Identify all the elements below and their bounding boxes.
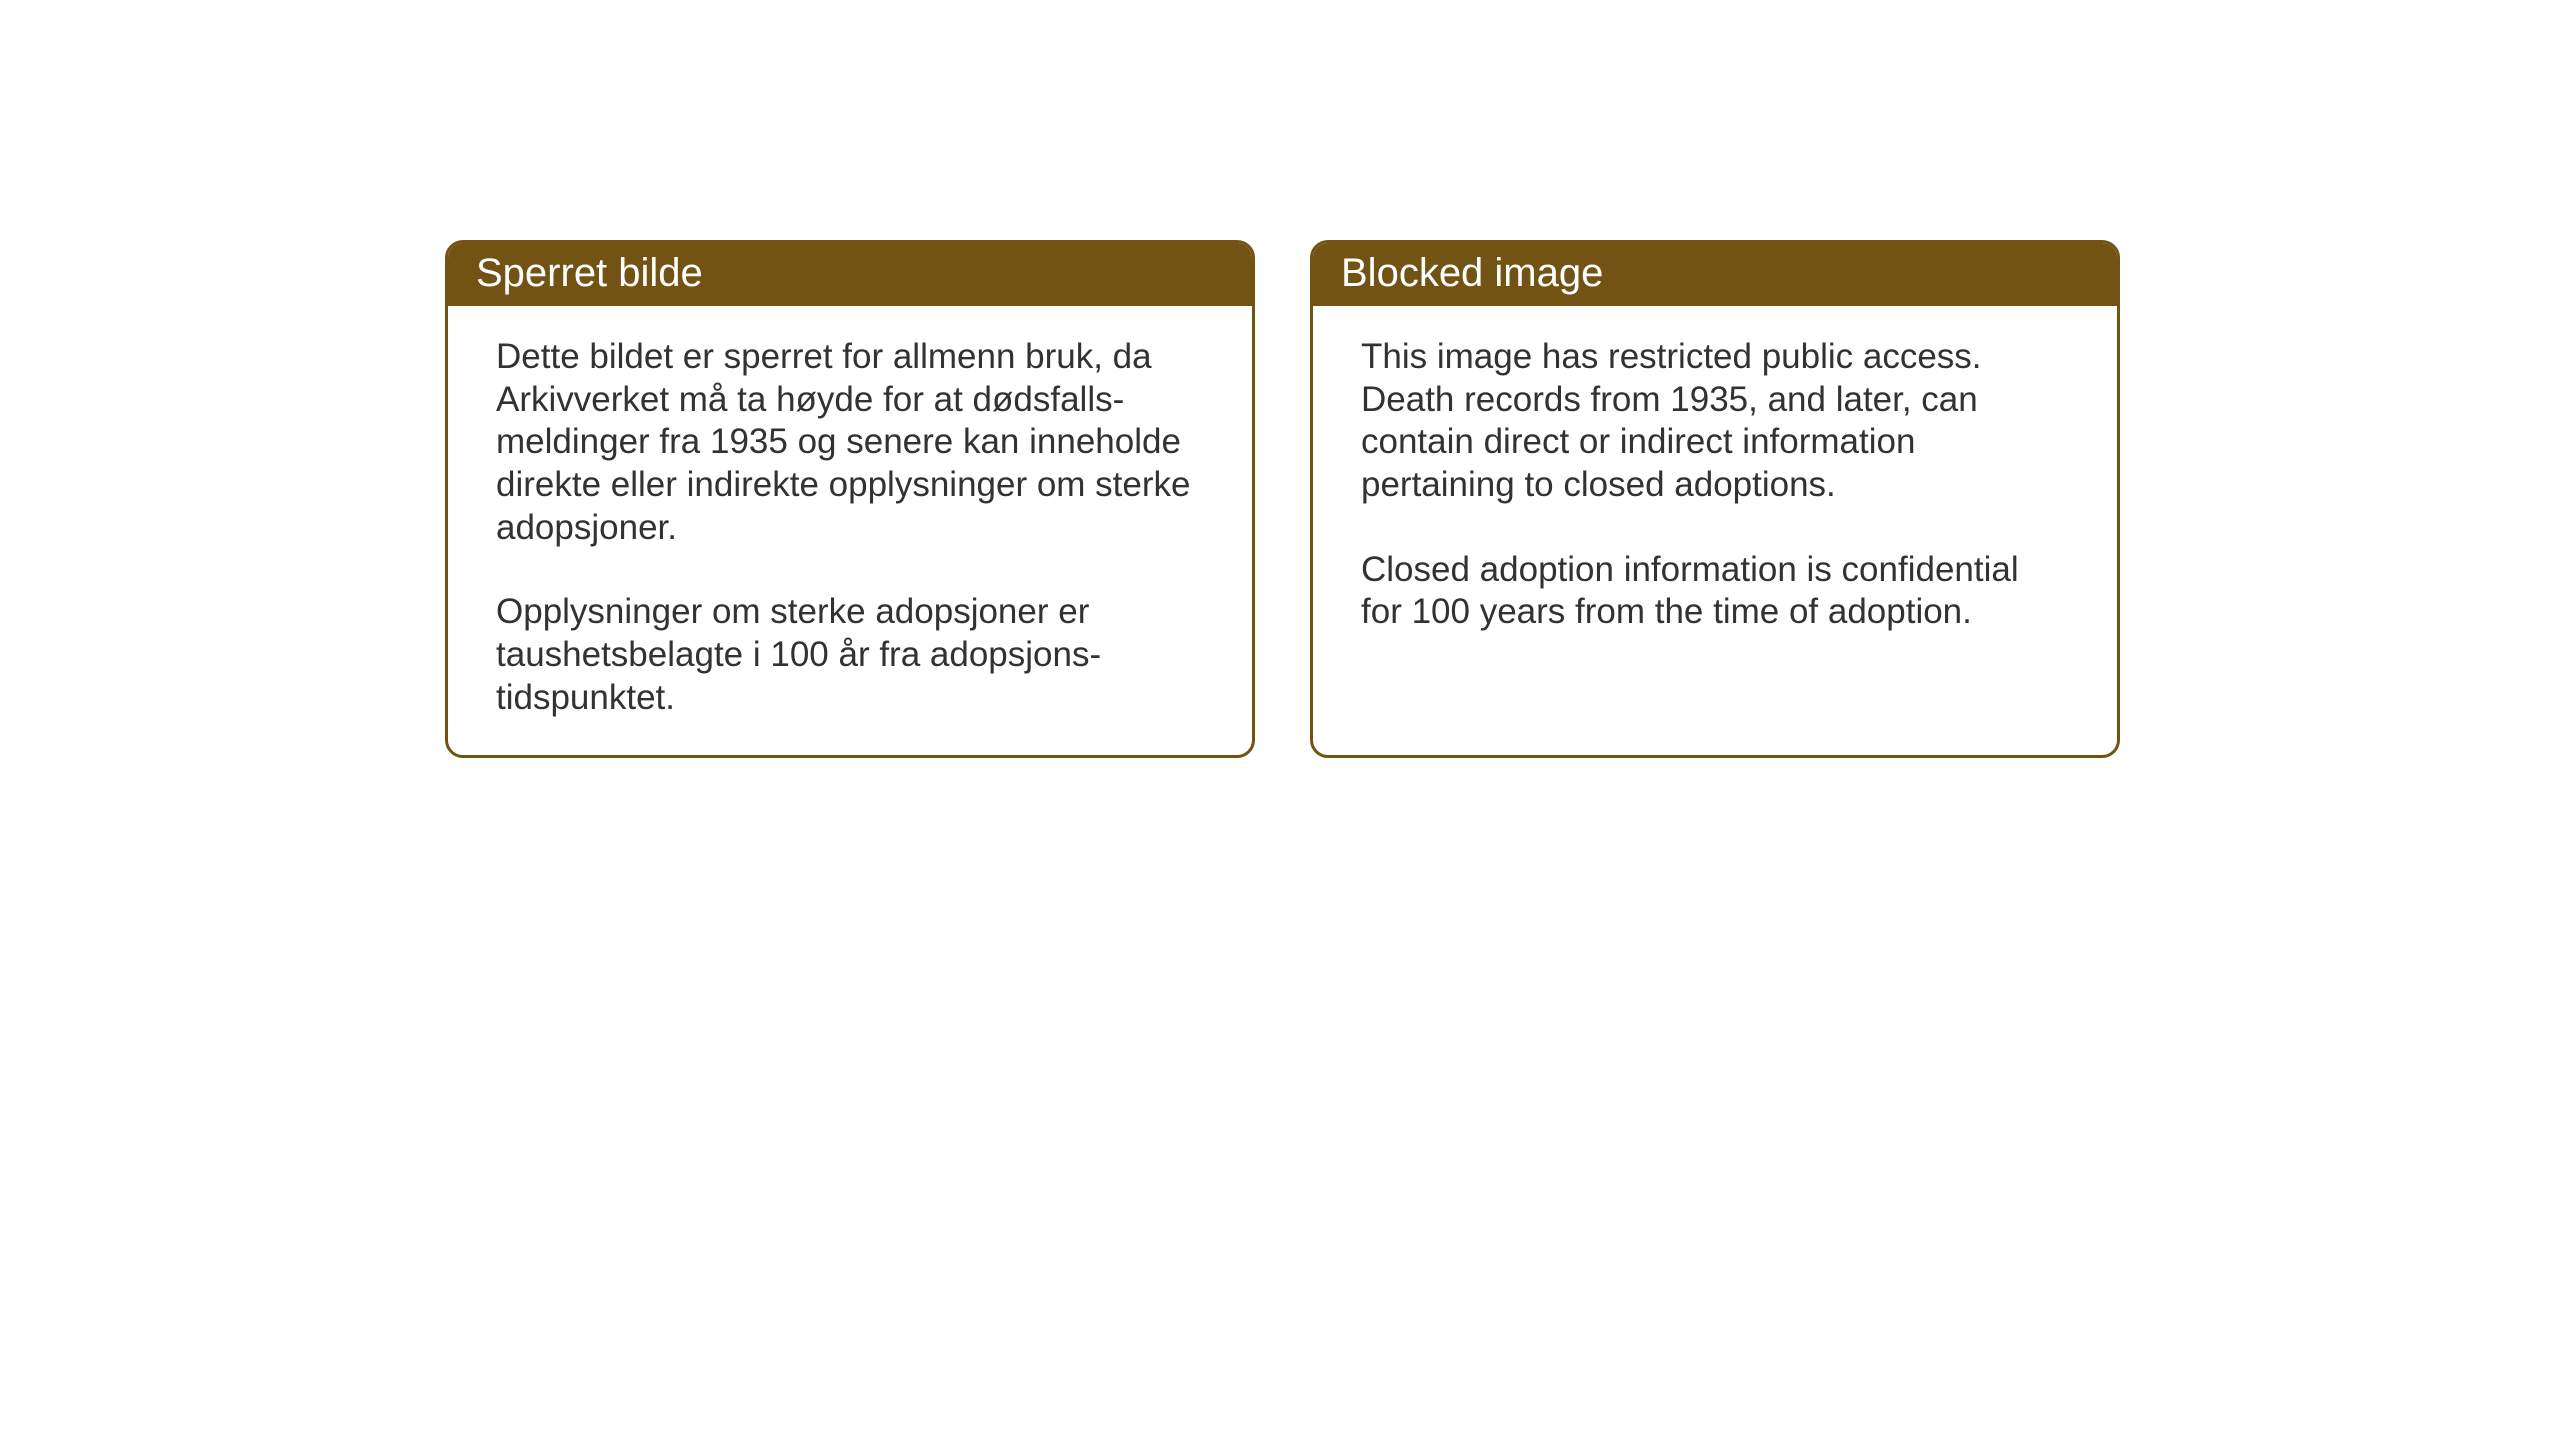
notice-title: Blocked image (1341, 251, 1603, 295)
notice-paragraph: Dette bildet er sperret for allmenn bruk… (496, 336, 1204, 549)
notice-paragraph: Opplysninger om sterke adopsjoner er tau… (496, 591, 1204, 719)
notice-card-english: Blocked image This image has restricted … (1310, 240, 2120, 758)
notice-header: Blocked image (1313, 243, 2117, 306)
notice-body: This image has restricted public access.… (1313, 306, 2117, 669)
notice-title: Sperret bilde (476, 251, 703, 295)
notice-body: Dette bildet er sperret for allmenn bruk… (448, 306, 1252, 755)
notice-header: Sperret bilde (448, 243, 1252, 306)
notice-paragraph: Closed adoption information is confident… (1361, 549, 2069, 634)
notice-card-norwegian: Sperret bilde Dette bildet er sperret fo… (445, 240, 1255, 758)
notice-paragraph: This image has restricted public access.… (1361, 336, 2069, 507)
notice-container: Sperret bilde Dette bildet er sperret fo… (445, 240, 2120, 758)
